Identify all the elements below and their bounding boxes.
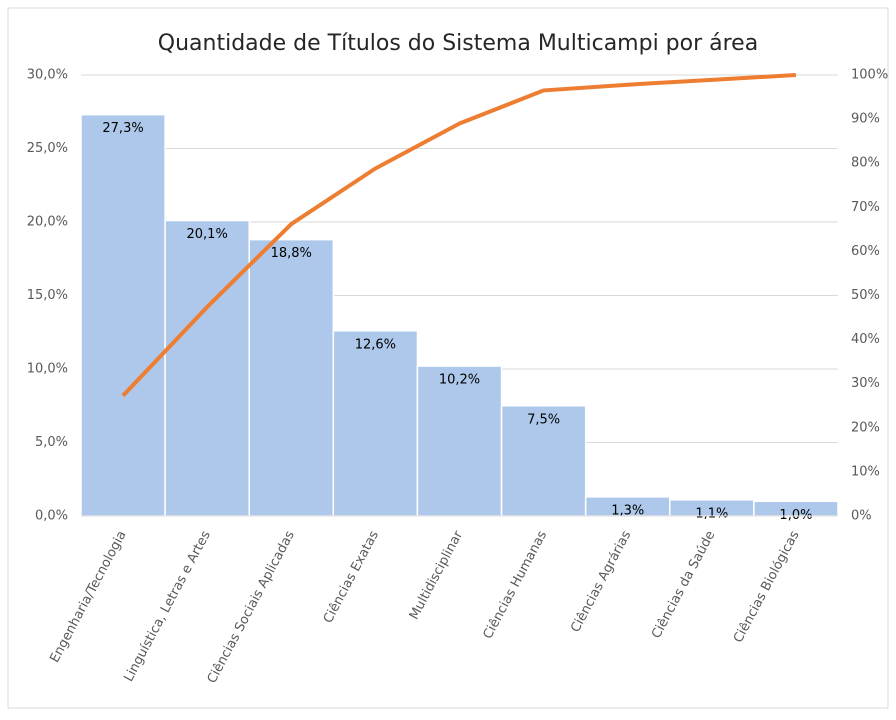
y-tick-label: 15,0% [27, 288, 68, 303]
y2-tick-label: 90% [851, 112, 880, 127]
bar [80, 113, 166, 517]
data-label: 12,6% [355, 337, 396, 352]
data-label: 27,3% [102, 121, 143, 136]
y-tick-label: 25,0% [27, 141, 68, 156]
bar [500, 405, 587, 517]
y2-tick-label: 70% [851, 200, 880, 215]
bar [332, 330, 419, 517]
chart-title: Quantidade de Títulos do Sistema Multica… [158, 31, 758, 56]
bar [416, 365, 503, 517]
y2-tick-label: 30% [851, 376, 880, 391]
y2-tick-label: 50% [851, 288, 880, 303]
y-tick-label: 0,0% [35, 509, 68, 524]
y-tick-label: 5,0% [35, 435, 68, 450]
cumulative-line [121, 73, 797, 397]
data-label: 20,1% [187, 227, 228, 242]
y2-tick-label: 0% [851, 509, 872, 524]
data-label: 1,1% [695, 506, 728, 521]
y2-tick-label: 80% [851, 156, 880, 171]
y2-tick-label: 60% [851, 244, 880, 259]
y-tick-label: 20,0% [27, 215, 68, 230]
data-label: 1,0% [779, 508, 812, 523]
y-tick-label: 10,0% [27, 362, 68, 377]
y2-tick-label: 40% [851, 332, 880, 347]
data-label: 18,8% [271, 246, 312, 261]
y2-tick-label: 10% [851, 464, 880, 479]
data-label: 10,2% [439, 373, 480, 388]
y2-tick-label: 20% [851, 420, 880, 435]
bar [164, 219, 250, 517]
y2-tick-label: 100% [851, 68, 888, 83]
data-label: 7,5% [527, 412, 560, 427]
y-tick-label: 30,0% [27, 68, 68, 83]
bar [248, 238, 335, 517]
data-label: 1,3% [611, 503, 644, 518]
